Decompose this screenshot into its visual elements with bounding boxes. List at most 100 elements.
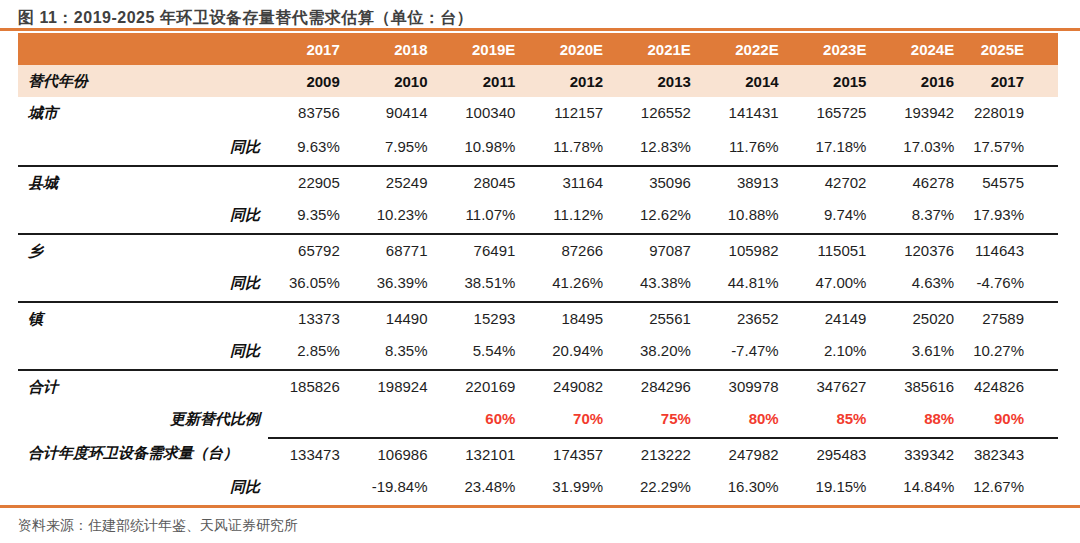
value-cell: 36.05% [268,267,356,301]
value-cell: 9.35% [268,199,356,233]
value-cell: 76491 [444,235,532,267]
value-cell: 24149 [795,303,883,335]
value-cell: 5.54% [444,335,532,369]
replace-year-cell: 2014 [707,73,795,90]
figure-title: 图 11：2019-2025 年环卫设备存量替代需求估算（单位：台） [0,0,1080,26]
value-cell: 12.83% [619,131,707,165]
value-cell: 385616 [882,371,970,403]
row-label: 乡 [18,235,268,267]
value-cell: 17.93% [970,199,1058,233]
value-cell: 60% [444,403,532,437]
replace-year-cell: 2016 [882,73,970,90]
demand-estimate-table: 201720182019E2020E2021E2022E2023E2024E20… [18,33,1058,505]
value-cell: 16.30% [707,471,795,505]
value-cell: 198924 [356,371,444,403]
table-row: 县城22905252492804531164350963891342702462… [18,165,1058,199]
top-orange-rule [0,28,1080,31]
value-cell: 295483 [795,437,883,471]
value-cell: 8.35% [356,335,444,369]
value-cell: 424826 [970,371,1058,403]
value-cell: 27589 [970,303,1058,335]
value-cell: 3.61% [882,335,970,369]
table-body: 城市83756904141003401121571265521414311657… [18,97,1058,505]
value-cell: 47.00% [795,267,883,301]
row-label: 同比 [18,471,268,505]
value-cell: 97087 [619,235,707,267]
year-header-cell: 2017 [268,41,356,58]
value-cell: 41.26% [531,267,619,301]
replace-year-cell: 2015 [795,73,883,90]
value-cell [356,403,444,437]
value-cell: 249082 [531,371,619,403]
value-cell: 284296 [619,371,707,403]
value-cell: 8.37% [882,199,970,233]
value-cell: 54575 [970,167,1058,199]
value-cell: 38.20% [619,335,707,369]
value-cell: 17.03% [882,131,970,165]
value-cell: 132101 [444,437,532,471]
value-cell: 23.48% [444,471,532,505]
year-header-row: 201720182019E2020E2021E2022E2023E2024E20… [18,33,1058,65]
value-cell: -4.76% [970,267,1058,301]
value-cell: 19.15% [795,471,883,505]
value-cell: 38913 [707,167,795,199]
value-cell: 9.74% [795,199,883,233]
value-cell: 141431 [707,97,795,131]
replace-year-cell: 2012 [531,73,619,90]
value-cell: 18495 [531,303,619,335]
replace-year-label: 替代年份 [18,72,268,91]
value-cell: 42702 [795,167,883,199]
value-cell: 11.12% [531,199,619,233]
value-cell: 185826 [268,371,356,403]
value-cell: 35096 [619,167,707,199]
replace-year-row: 替代年份200920102011201220132014201520162017 [18,65,1058,97]
table-row: 合计18582619892422016924908228429630997834… [18,369,1058,403]
value-cell: 70% [531,403,619,437]
value-cell: 90% [970,403,1058,437]
value-cell: 112157 [531,97,619,131]
value-cell: 126552 [619,97,707,131]
value-cell: 10.98% [444,131,532,165]
value-cell: 22.29% [619,471,707,505]
value-cell [268,403,356,437]
value-cell: 11.07% [444,199,532,233]
value-cell: 85% [795,403,883,437]
value-cell: 120376 [882,235,970,267]
value-cell: 14490 [356,303,444,335]
value-cell: -7.47% [707,335,795,369]
value-cell: 31164 [531,167,619,199]
value-cell: 90414 [356,97,444,131]
table-row: 同比9.63%7.95%10.98%11.78%12.83%11.76%17.1… [18,131,1058,165]
value-cell: 2.85% [268,335,356,369]
value-cell: -19.84% [356,471,444,505]
value-cell: 38.51% [444,267,532,301]
year-header-cell: 2020E [531,41,619,58]
year-header-cell: 2018 [356,41,444,58]
value-cell: 17.18% [795,131,883,165]
value-cell: 11.78% [531,131,619,165]
replace-year-cell: 2017 [970,73,1058,90]
year-header-cell: 2022E [707,41,795,58]
value-cell: 31.99% [531,471,619,505]
row-label: 同比 [18,335,268,369]
value-cell: 10.88% [707,199,795,233]
replace-year-cell: 2011 [444,73,532,90]
value-cell: 83756 [268,97,356,131]
value-cell: 213222 [619,437,707,471]
value-cell: 133473 [268,437,356,471]
table-row: 乡657926877176491872669708710598211505112… [18,233,1058,267]
table-row: 更新替代比例60%70%75%80%85%88%90% [18,403,1058,437]
value-cell: 220169 [444,371,532,403]
value-cell: 22905 [268,167,356,199]
replace-year-cell: 2010 [356,73,444,90]
value-cell: 382343 [970,437,1058,471]
replace-year-cell: 2009 [268,73,356,90]
value-cell: 105982 [707,235,795,267]
value-cell: 165725 [795,97,883,131]
replace-year-cell: 2013 [619,73,707,90]
row-label: 合计 [18,371,268,403]
value-cell: 20.94% [531,335,619,369]
value-cell: 10.23% [356,199,444,233]
value-cell: 174357 [531,437,619,471]
table-row: 同比-19.84%23.48%31.99%22.29%16.30%19.15%1… [18,471,1058,505]
